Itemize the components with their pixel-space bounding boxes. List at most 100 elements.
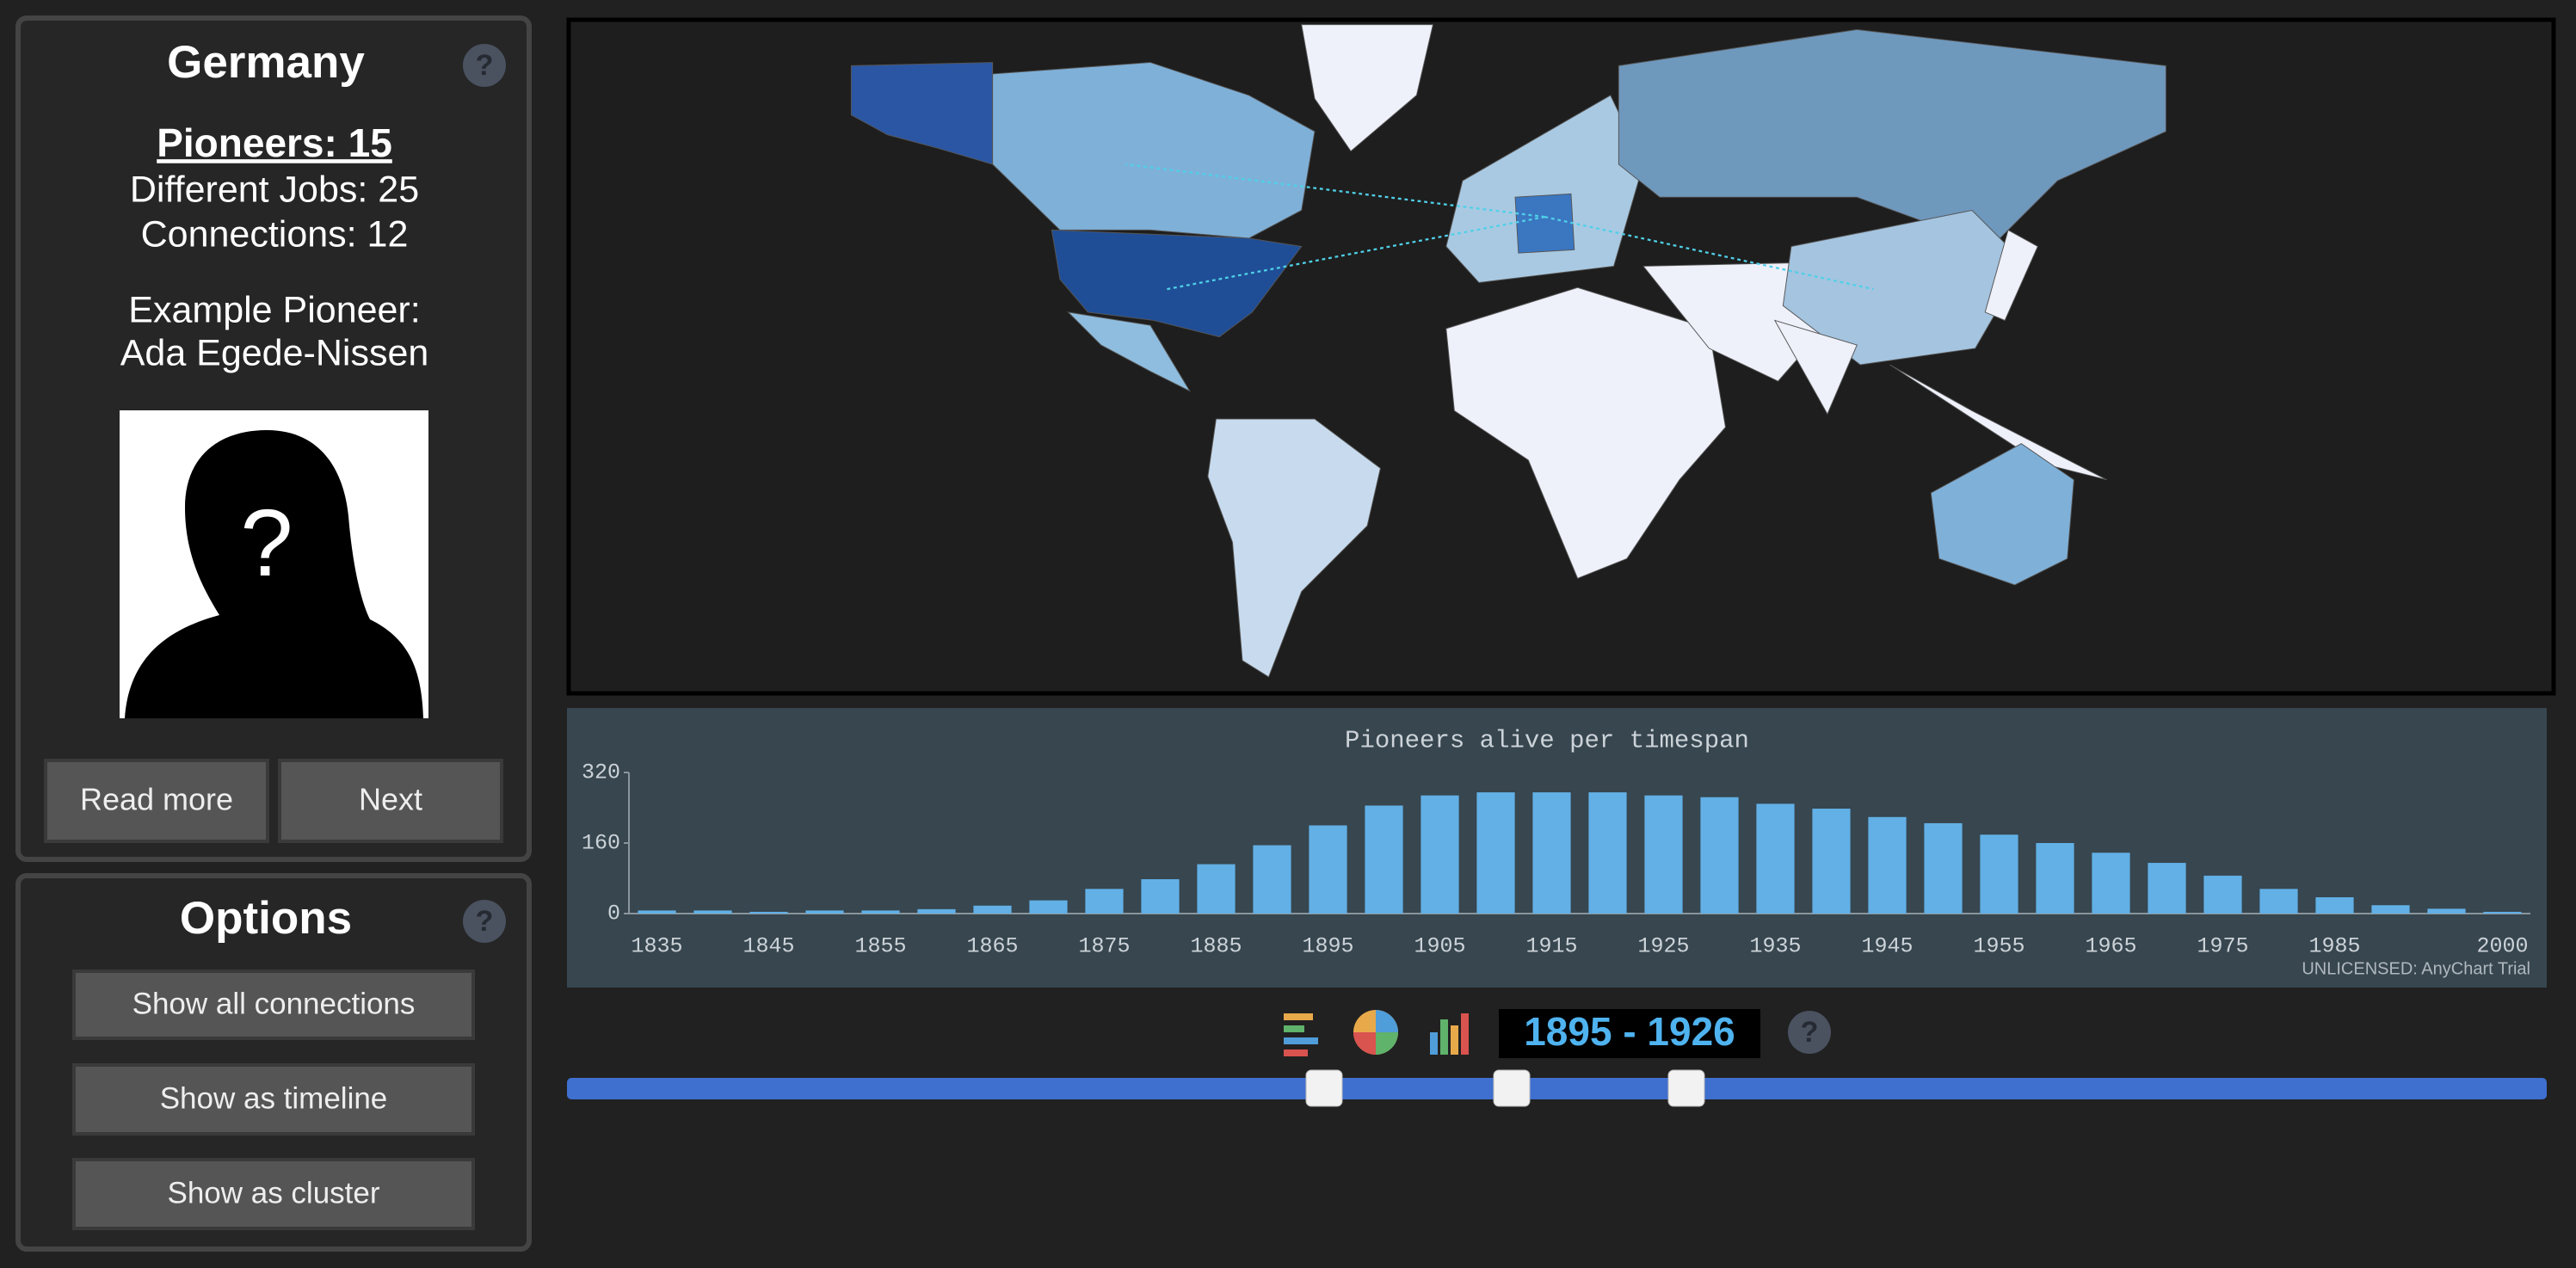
next-label[interactable]: Next	[359, 782, 422, 817]
country[interactable]	[1051, 229, 1303, 338]
bar	[1588, 792, 1627, 914]
connection-line	[1166, 215, 1545, 291]
bar	[1141, 879, 1180, 914]
slider-handle[interactable]	[1305, 1069, 1343, 1107]
bar	[1868, 816, 1907, 914]
x-tick-label: 1915	[1525, 934, 1577, 959]
bar	[1197, 864, 1236, 914]
bar	[2148, 863, 2186, 914]
country-title: Germany	[167, 37, 365, 88]
bar-chart: 0 160 320 1835 1845 1855 1865 1875 1885 1895 1905 1…	[582, 760, 2529, 959]
show-timeline-label[interactable]: Show as timeline	[160, 1081, 388, 1115]
country[interactable]	[1445, 95, 1644, 284]
help-icon-label[interactable]: ?	[1801, 1016, 1819, 1049]
connection-lines	[1125, 163, 1874, 291]
icon-part[interactable]	[1440, 1019, 1448, 1055]
icon-part[interactable]	[1284, 1013, 1313, 1020]
help-icon[interactable]	[463, 900, 506, 943]
bar	[1365, 805, 1403, 914]
range-label: 1895 - 1926	[1524, 1009, 1735, 1054]
chart-type-icons	[1284, 1010, 1469, 1056]
watermark: UNLICENSED: AnyChart Trial	[2302, 959, 2530, 978]
icon-part[interactable]	[1284, 1037, 1318, 1044]
silhouette	[125, 430, 423, 718]
country[interactable]	[1067, 311, 1192, 392]
y-tick-label: 0	[607, 902, 620, 926]
country[interactable]	[1773, 319, 1858, 415]
icon-part[interactable]	[1376, 1010, 1398, 1032]
show-connections-label[interactable]: Show all connections	[132, 987, 416, 1020]
country[interactable]	[1301, 24, 1434, 152]
country[interactable]	[850, 62, 994, 165]
bar	[1420, 795, 1459, 914]
bar	[1700, 797, 1739, 914]
x-tick-label: 1885	[1190, 934, 1242, 959]
country[interactable]	[992, 62, 1316, 239]
read-more-label[interactable]: Read more	[80, 782, 233, 817]
x-tick-label: 1855	[854, 934, 906, 959]
x-tick-label: 1875	[1078, 934, 1130, 959]
x-tick-label: 1955	[1973, 934, 2024, 959]
bar	[2092, 853, 2130, 914]
country[interactable]	[1618, 28, 2166, 248]
show-cluster-button[interactable]	[72, 1158, 475, 1230]
connection-count: Connections: 12	[141, 213, 409, 255]
show-cluster-label[interactable]: Show as cluster	[167, 1176, 379, 1210]
bar	[1756, 803, 1795, 914]
icon-part[interactable]	[1451, 1025, 1458, 1055]
silhouette-mark: ?	[240, 490, 293, 596]
icon-part[interactable]	[1376, 1032, 1398, 1055]
bar	[2259, 889, 2298, 914]
bar	[917, 908, 956, 914]
x-tick-label: 1945	[1861, 934, 1913, 959]
bar	[805, 910, 844, 914]
icon-part[interactable]	[1284, 1025, 1304, 1032]
read-more-button[interactable]	[44, 759, 269, 843]
bar	[1532, 792, 1571, 914]
bar	[2483, 911, 2522, 914]
bar	[1476, 792, 1515, 914]
range-box	[1499, 1009, 1760, 1058]
chart-title: Pioneers alive per timespan	[1345, 727, 1749, 755]
country[interactable]	[1445, 286, 1727, 579]
country[interactable]	[1930, 443, 2074, 586]
slider-handle[interactable]	[1493, 1069, 1531, 1107]
options-title: Options	[180, 893, 352, 944]
country[interactable]	[1889, 364, 2107, 481]
bar	[1253, 845, 1291, 914]
bar	[2315, 897, 2354, 914]
country[interactable]	[1207, 418, 1381, 678]
bar	[1812, 809, 1851, 914]
x-tick-label: 1905	[1414, 934, 1465, 959]
example-label: Example Pioneer:	[128, 289, 420, 330]
x-tick-label: 1985	[2308, 934, 2360, 959]
show-timeline-button[interactable]	[72, 1063, 475, 1136]
options-panel	[15, 873, 532, 1252]
icon-part[interactable]	[1461, 1013, 1469, 1055]
help-icon[interactable]	[1788, 1011, 1831, 1054]
bar	[2036, 843, 2074, 914]
icon-part[interactable]	[1353, 1032, 1376, 1055]
show-connections-button[interactable]	[72, 969, 475, 1040]
bar	[693, 910, 732, 914]
bar	[1644, 795, 1683, 914]
bar	[1029, 900, 1068, 914]
timeline-slider[interactable]	[567, 1078, 2547, 1099]
x-tick-label: 1865	[966, 934, 1018, 959]
help-icon-label[interactable]: ?	[476, 49, 494, 82]
slider-handle[interactable]	[1667, 1069, 1705, 1107]
icon-part[interactable]	[1430, 1032, 1438, 1055]
bar	[749, 911, 788, 914]
country[interactable]	[1782, 209, 2025, 366]
help-icon[interactable]	[463, 44, 506, 87]
job-count: Different Jobs: 25	[130, 169, 419, 210]
next-button[interactable]	[278, 759, 503, 843]
country-selected[interactable]	[1514, 193, 1575, 254]
icon-part[interactable]	[1284, 1049, 1308, 1056]
x-tick-label: 2000	[2476, 934, 2528, 959]
x-tick-label: 1895	[1302, 934, 1353, 959]
bar	[1309, 825, 1347, 914]
y-tick-label: 320	[582, 760, 620, 785]
help-icon-label[interactable]: ?	[476, 905, 494, 938]
country[interactable]	[1984, 229, 2039, 322]
